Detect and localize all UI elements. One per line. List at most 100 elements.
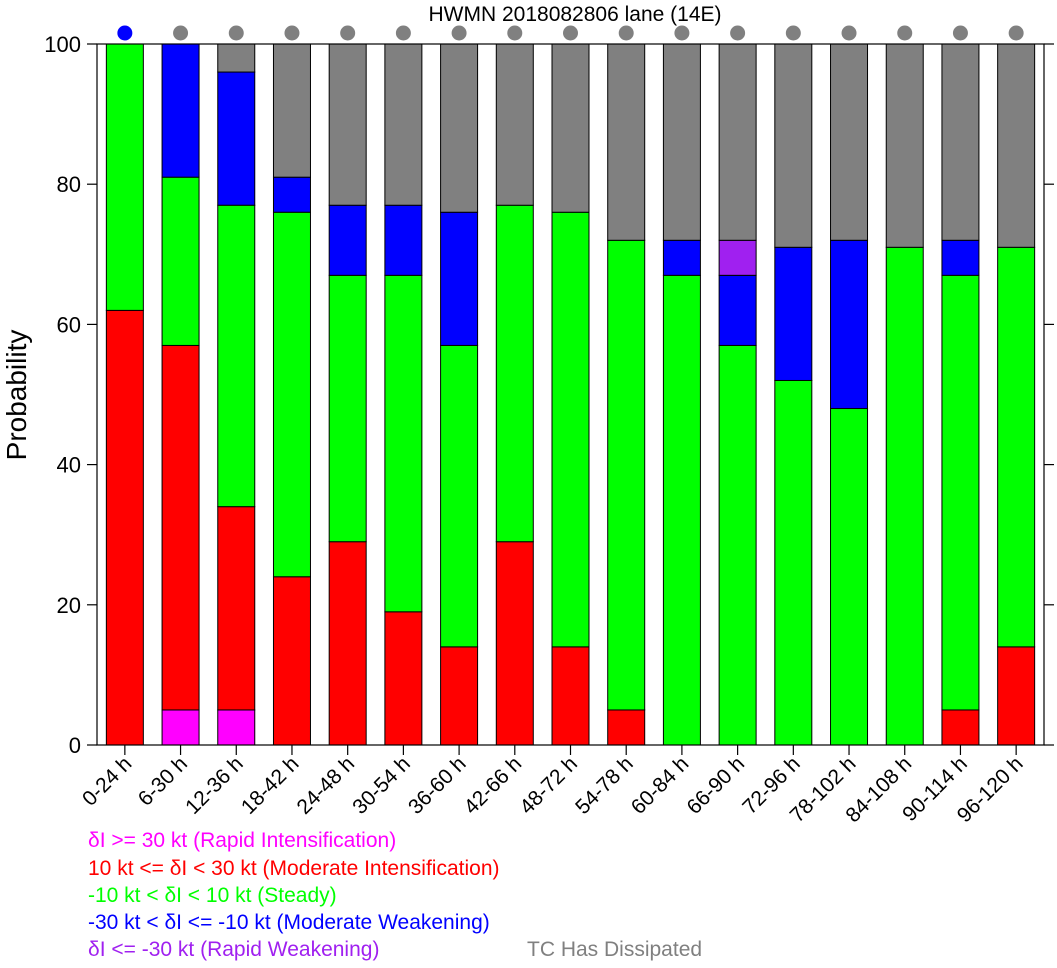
bar-segment-moderate-intensification [328, 541, 367, 746]
bar-segment-steady [774, 379, 813, 746]
bar-segment-moderate-weakening [774, 246, 813, 381]
y-tick-label: 0 [69, 733, 81, 758]
status-marker [117, 25, 133, 41]
bar-segment-moderate-intensification [161, 344, 200, 711]
legend-dissipated: TC Has Dissipated [527, 938, 703, 961]
x-tick-label: 12-36 h [181, 752, 248, 819]
bar-segment-dissipated [718, 43, 757, 241]
y-tick-label: 40 [57, 453, 81, 478]
chart-title: HWMN 2018082806 lane (14E) [429, 3, 722, 26]
status-marker [563, 25, 578, 41]
bar-segment-rapid-intensification [217, 709, 256, 746]
status-marker [730, 25, 746, 41]
bar-segment-dissipated [662, 43, 701, 241]
status-marker [897, 25, 913, 41]
bar-segment-moderate-weakening [217, 71, 256, 206]
x-tick-label: 66-90 h [683, 752, 750, 819]
legend-rapid-weakening: δI <= -30 kt (Rapid Weakening) [88, 938, 380, 961]
bar-segment-moderate-intensification [495, 541, 534, 746]
bar-segment-steady [328, 274, 367, 543]
bar-segment-moderate-intensification [272, 576, 311, 746]
bar-segment-moderate-weakening [662, 239, 701, 276]
bar-segment-steady [885, 246, 924, 746]
bar-segment-dissipated [997, 43, 1036, 248]
bar-segment-moderate-weakening [161, 43, 200, 178]
bar-segment-rapid-weakening [718, 239, 757, 276]
status-marker [1008, 25, 1024, 41]
bar-segment-steady [662, 274, 701, 746]
bar-segment-moderate-weakening [440, 211, 479, 346]
bar-segment-dissipated [941, 43, 980, 241]
bar-segment-steady [161, 176, 200, 346]
bar-segment-moderate-weakening [941, 239, 980, 276]
status-marker [952, 25, 968, 41]
bar-segment-dissipated [217, 43, 256, 73]
bar-segment-moderate-weakening [830, 239, 869, 410]
bar-segment-steady [440, 344, 479, 648]
bar-segment-dissipated [272, 43, 311, 178]
status-marker [507, 25, 523, 41]
legend-steady: -10 kt < δI < 10 kt (Steady) [88, 884, 337, 907]
y-tick-label: 20 [57, 593, 81, 618]
legend-moderate-intensification: 10 kt <= δI < 30 kt (Moderate Intensific… [88, 857, 500, 880]
status-marker [785, 25, 801, 41]
x-tick-label: 36-60 h [404, 752, 471, 819]
status-marker [284, 25, 300, 41]
x-tick-label: 48-72 h [515, 752, 582, 819]
x-tick-label: 0-24 h [78, 752, 136, 810]
status-marker [841, 25, 857, 41]
x-tick-label: 42-66 h [460, 752, 527, 819]
x-tick-label: 54-78 h [571, 752, 638, 819]
x-tick-label: 60-84 h [627, 752, 694, 819]
bar-segment-rapid-intensification [161, 709, 200, 746]
bar-segment-dissipated [328, 43, 367, 206]
bar-segment-moderate-weakening [328, 204, 367, 276]
bar-segment-dissipated [551, 43, 590, 213]
bar-segment-steady [551, 211, 590, 648]
bar-segment-dissipated [774, 43, 813, 248]
bar-segment-steady [997, 246, 1036, 648]
status-marker [395, 25, 411, 41]
status-marker [228, 25, 244, 41]
y-axis-label: Probability [1, 330, 32, 461]
bar-segment-moderate-intensification [551, 646, 590, 746]
bar-segment-moderate-intensification [607, 709, 646, 746]
bar-segment-dissipated [885, 43, 924, 248]
bar-segment-moderate-intensification [217, 506, 256, 711]
status-marker [173, 25, 189, 41]
x-tick-label: 24-48 h [293, 752, 360, 819]
y-tick-label: 60 [57, 312, 81, 337]
bar-segment-steady [272, 211, 311, 578]
y-tick-label: 80 [57, 172, 81, 197]
status-marker [451, 25, 467, 41]
bar-segment-moderate-intensification [384, 611, 423, 746]
bar-segment-moderate-weakening [384, 204, 423, 276]
status-marker [340, 25, 356, 41]
bar-segment-steady [105, 43, 144, 311]
bar-segment-steady [830, 408, 869, 746]
bar-segment-dissipated [495, 43, 534, 206]
status-marker [618, 25, 634, 41]
bar-segment-steady [941, 274, 980, 711]
bar-segment-steady [607, 239, 646, 711]
bar-segment-moderate-intensification [440, 646, 479, 746]
bar-segment-steady [495, 204, 534, 543]
bar-segment-dissipated [384, 43, 423, 206]
bar-segment-dissipated [607, 43, 646, 241]
bar-segment-moderate-intensification [105, 309, 144, 746]
legend-moderate-weakening: -30 kt < δI <= -10 kt (Moderate Weakenin… [88, 911, 490, 934]
bar-segment-steady [217, 204, 256, 508]
x-tick-label: 18-42 h [237, 752, 304, 819]
bar-segment-moderate-intensification [941, 709, 980, 746]
y-tick-label: 100 [44, 32, 81, 57]
bar-segment-moderate-weakening [718, 274, 757, 346]
bar-segment-moderate-intensification [997, 646, 1036, 746]
legend-rapid-intensification: δI >= 30 kt (Rapid Intensification) [88, 829, 397, 852]
status-marker [674, 25, 690, 41]
bar-segment-dissipated [830, 43, 869, 241]
bar-segment-dissipated [440, 43, 479, 213]
x-tick-label: 30-54 h [348, 752, 415, 819]
